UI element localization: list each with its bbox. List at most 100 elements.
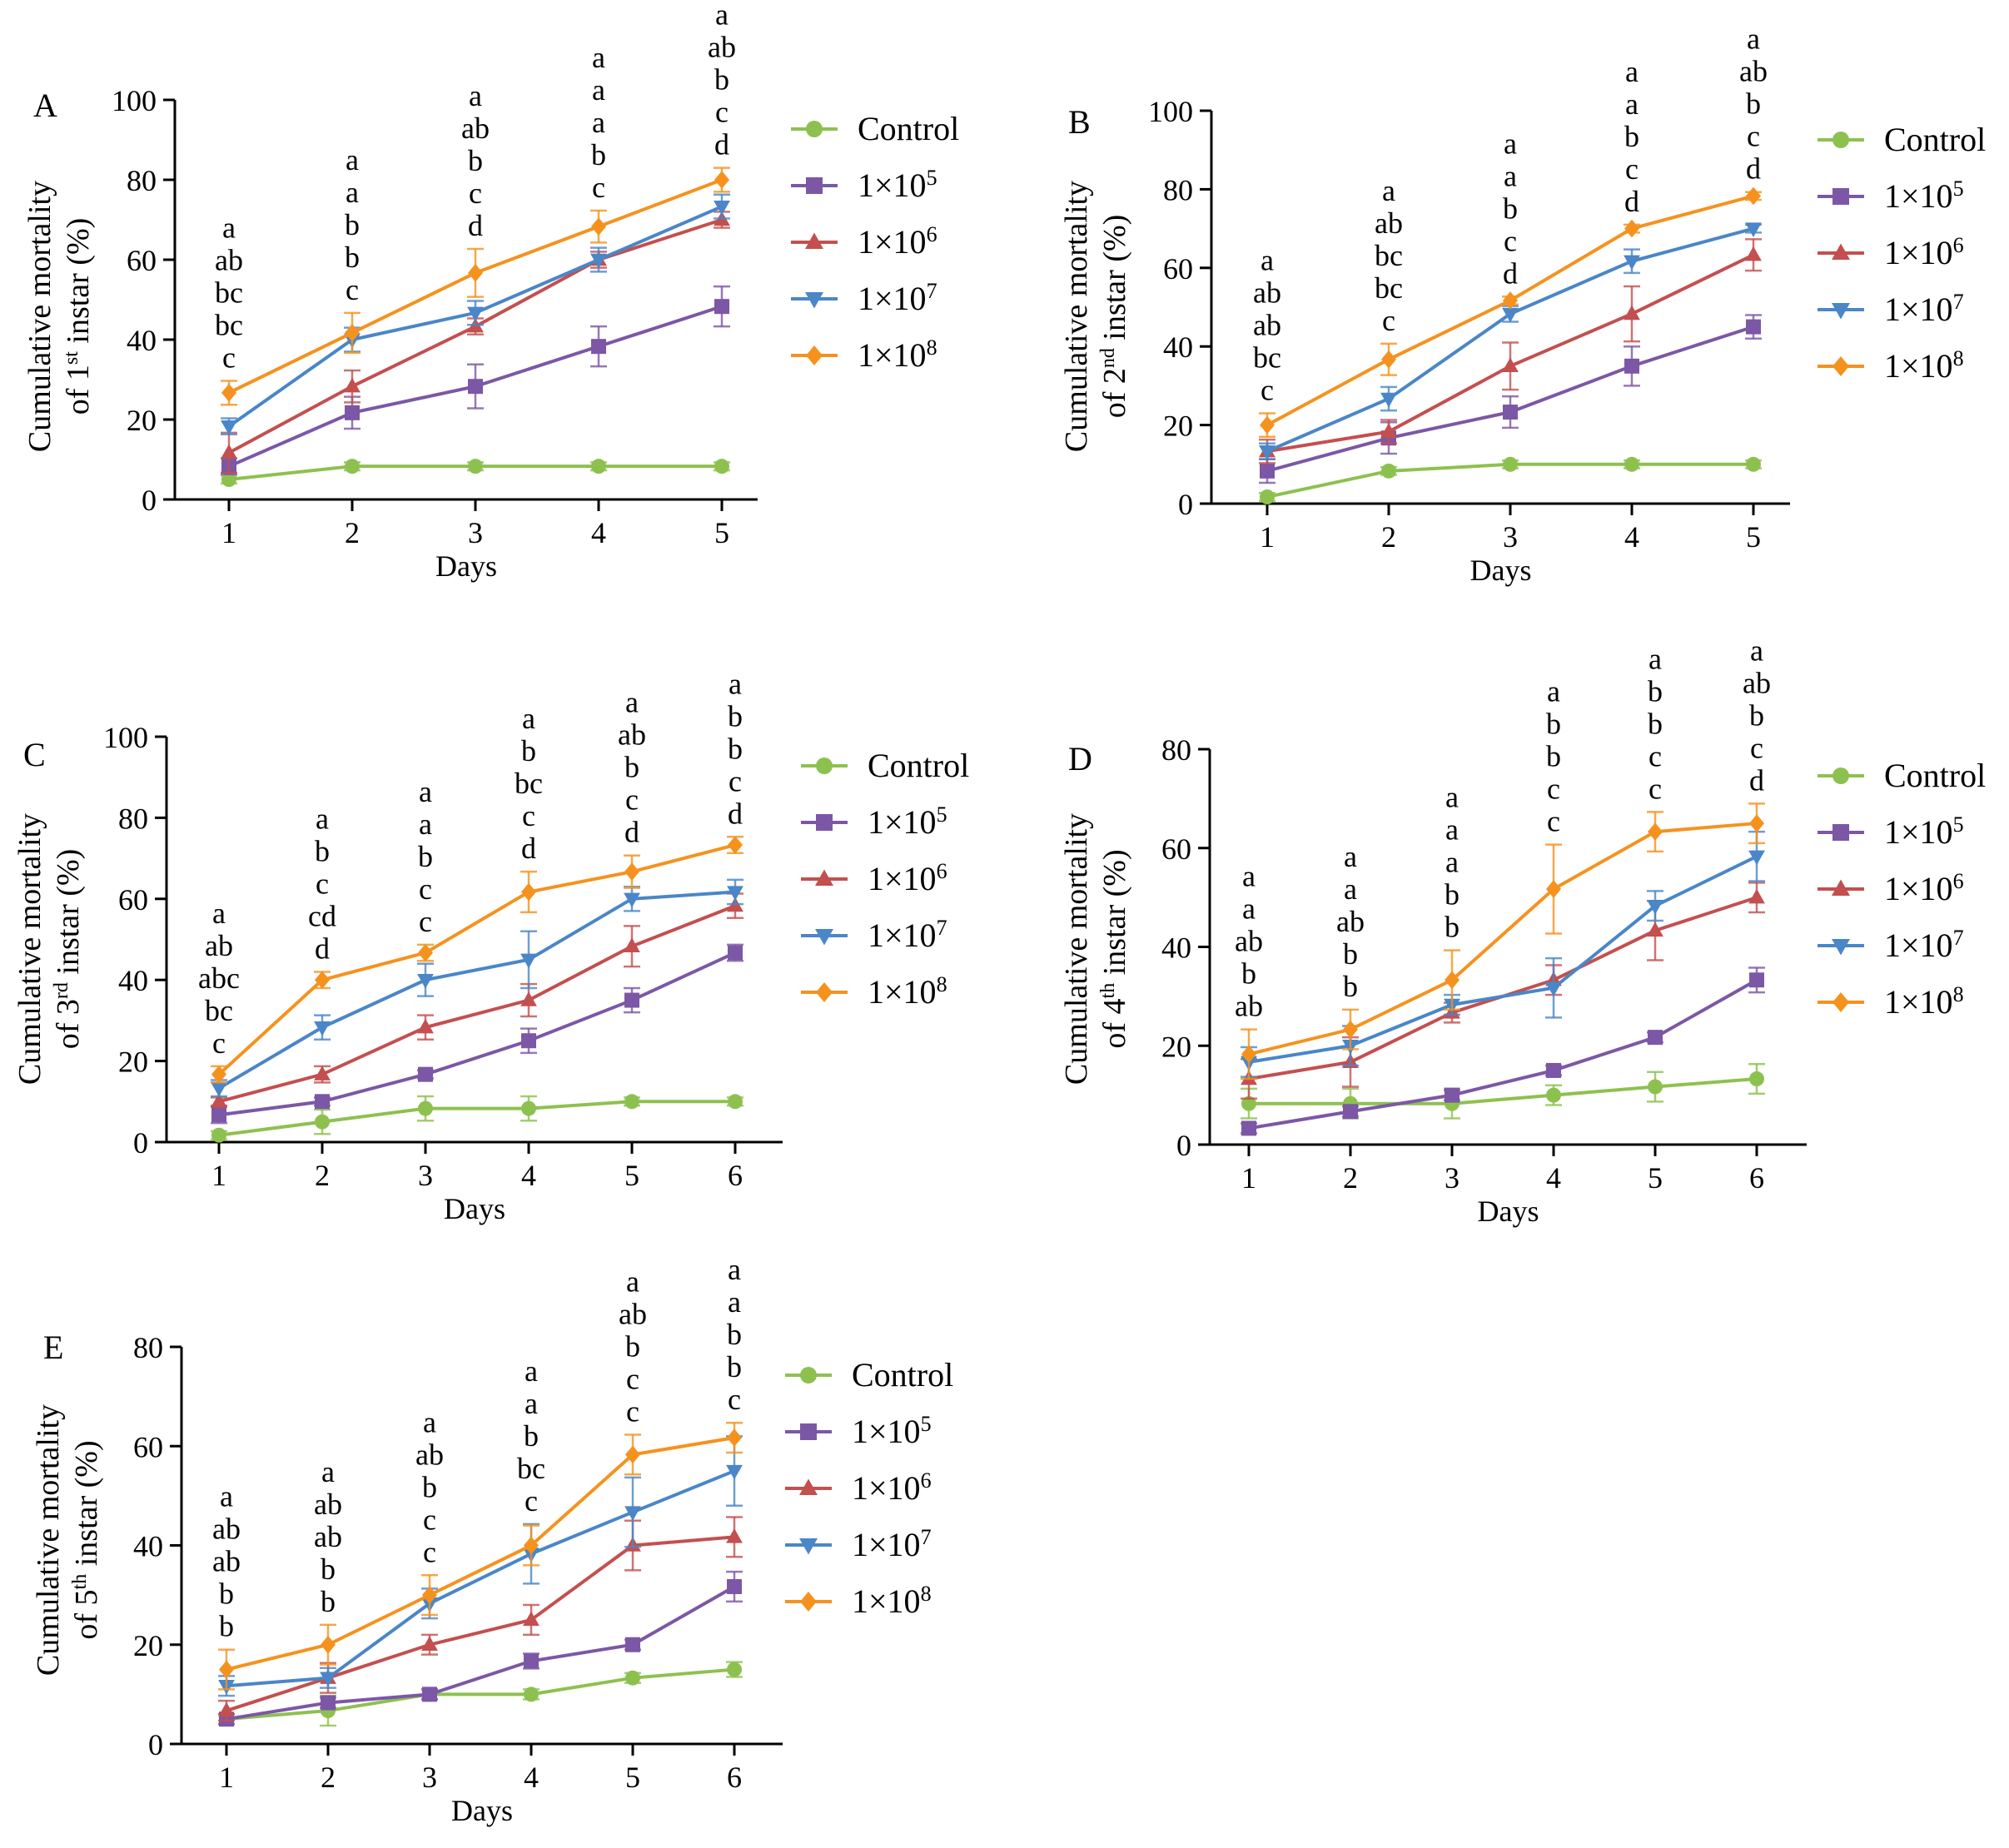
data-point — [1746, 456, 1761, 472]
significance-letter: a — [1344, 872, 1357, 906]
x-tick-label: 2 — [315, 1159, 330, 1192]
data-point — [1380, 423, 1397, 438]
significance-letter: a — [728, 1253, 741, 1286]
x-tick-label: 3 — [1503, 520, 1518, 554]
significance-letter: a — [1504, 127, 1517, 160]
data-point — [624, 992, 639, 1008]
data-point — [1445, 1087, 1460, 1103]
legend-marker — [1832, 132, 1849, 148]
significance-letter: ab — [1235, 925, 1263, 958]
x-tick-label: 5 — [1648, 1161, 1663, 1195]
series-line — [217, 843, 736, 1076]
data-point — [591, 339, 606, 355]
x-tick-label: 1 — [1260, 520, 1275, 554]
significance-letter: a — [321, 1455, 335, 1488]
data-point — [714, 299, 729, 315]
legend-marker — [1832, 879, 1850, 896]
legend-label-sup: 8 — [921, 1582, 932, 1606]
significance-letter: a — [1648, 642, 1662, 675]
significance-letter: ab — [1253, 308, 1281, 341]
y-axis-title-line1: Cumulative mortality — [31, 1404, 66, 1676]
legend-label-sup: 6 — [1953, 233, 1964, 257]
y-axis-title: Cumulative mortality of 2nd instar (%) — [1059, 181, 1132, 452]
significance-letter: ab — [1739, 55, 1768, 88]
significance-letter: a — [222, 211, 236, 244]
significance-letter: bc — [1253, 340, 1281, 374]
legend-marker — [806, 177, 823, 194]
data-point — [714, 459, 729, 474]
significance-letter: a — [525, 1387, 538, 1420]
panel-e: E 0 20 40 60 80 1 2 3 4 5 6 Days Cumulative mortality… — [31, 1253, 953, 1827]
y-axis-title-post: instar (%) — [1097, 849, 1132, 982]
legend-label-text: Control — [852, 1356, 953, 1393]
significance-letter: b — [1546, 708, 1561, 741]
significance-letter: a — [1625, 55, 1639, 88]
data-point — [1647, 900, 1663, 915]
significance-letter: b — [728, 732, 743, 765]
data-point — [728, 945, 743, 961]
y-axis-title-post: instar (%) — [61, 218, 96, 351]
significance-letter: b — [524, 1419, 539, 1453]
significance-letter: a — [592, 106, 605, 139]
data-point — [727, 1662, 742, 1677]
y-axis-title: Cumulative mortality of 1st instar (%) — [22, 181, 96, 452]
significance-letter: a — [220, 1480, 233, 1513]
x-axis-title: Days — [444, 1192, 505, 1225]
panel-label: E — [43, 1329, 63, 1366]
data-point — [727, 1578, 742, 1594]
y-axis-title-pre: of 2 — [1097, 368, 1132, 418]
data-point — [591, 217, 606, 236]
series-line — [1248, 855, 1758, 1064]
legend-label-text: 1×10 — [852, 1413, 921, 1450]
y-tick-label: 20 — [1163, 410, 1193, 443]
y-tick-label: 40 — [118, 964, 148, 997]
significance-letter: b — [1343, 937, 1358, 971]
significance-letter: d — [728, 797, 743, 830]
data-point — [221, 444, 237, 460]
x-axis-title: Days — [451, 1794, 513, 1827]
panel-d: D 0 20 40 60 80 1 2 3 4 5 6 Days Cumulative mortality… — [1059, 633, 1986, 1228]
y-tick-label: 0 — [1176, 1129, 1191, 1162]
significance-letter: ab — [1235, 990, 1263, 1023]
data-point — [421, 1636, 438, 1651]
significance-letter: c — [469, 176, 482, 210]
y-axis-title-sup: th — [69, 1574, 91, 1590]
significance-letter: ab — [314, 1520, 342, 1553]
y-axis-title-line2: of 2nd instar (%) — [1097, 215, 1132, 419]
legend-label-text: 1×10 — [858, 336, 927, 374]
series-0 — [218, 1661, 743, 1727]
significance-letter: ab — [215, 243, 243, 276]
legend-label: 1×108 — [852, 1582, 932, 1621]
significance-letter: bc — [517, 1452, 545, 1485]
significance-letter: a — [1242, 892, 1256, 926]
y-axis-title-post: instar (%) — [51, 849, 86, 982]
legend-marker — [1832, 992, 1849, 1012]
data-point — [624, 1094, 639, 1110]
significance-letter: a — [1625, 87, 1639, 121]
data-point — [1260, 463, 1275, 479]
legend-marker — [1832, 243, 1850, 260]
legend-label-sup: 6 — [927, 222, 937, 246]
data-point — [211, 1107, 226, 1123]
significance-letter: b — [345, 241, 360, 274]
data-point — [1624, 255, 1640, 271]
legend-label-text: Control — [858, 110, 959, 147]
y-tick-label: 100 — [112, 84, 157, 117]
series-3 — [1241, 830, 1765, 1078]
x-tick-label: 4 — [521, 1159, 536, 1192]
significance-letter: ab — [619, 1298, 647, 1331]
data-point — [345, 324, 360, 342]
legend-label: 1×105 — [1884, 812, 1964, 852]
series-line — [1248, 822, 1758, 1056]
data-point — [1745, 222, 1762, 237]
series-line — [226, 1469, 735, 1688]
legend-label-sup: 5 — [927, 166, 937, 190]
legend-label: 1×105 — [1884, 176, 1964, 216]
data-point — [520, 991, 537, 1006]
significance-letter: c — [728, 1383, 741, 1416]
significance-letter: ab — [212, 1513, 241, 1546]
y-axis-title-post: instar (%) — [1097, 215, 1132, 348]
legend-label-sup: 5 — [937, 802, 947, 827]
